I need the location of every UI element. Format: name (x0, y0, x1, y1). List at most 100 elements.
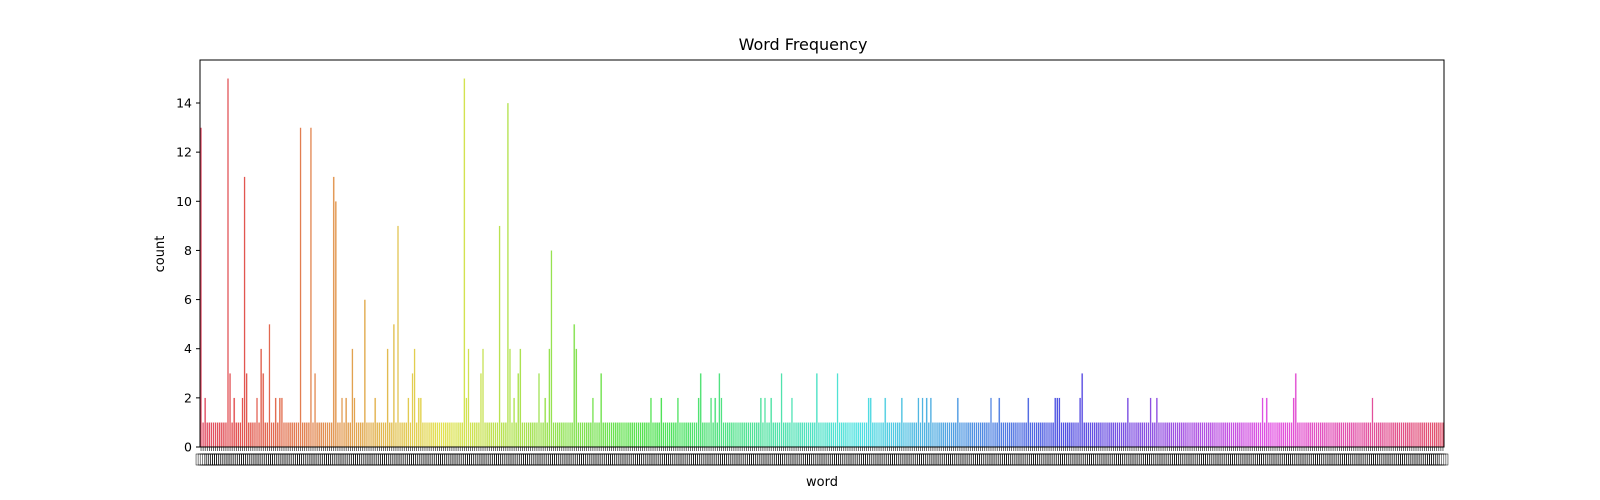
bar (359, 422, 362, 448)
bar (392, 323, 395, 448)
bar (772, 422, 775, 448)
bar (498, 225, 501, 448)
bar (755, 422, 758, 448)
bar (616, 422, 619, 448)
bar (766, 422, 769, 448)
bar (423, 422, 426, 448)
bar (1006, 422, 1009, 448)
bar (488, 422, 491, 448)
bar (1388, 422, 1391, 448)
bar (1319, 422, 1322, 448)
bar (1325, 422, 1328, 448)
bar (237, 422, 240, 448)
plot-frame (199, 59, 1445, 448)
bar (1404, 422, 1407, 448)
bar (965, 422, 968, 448)
bar (793, 422, 795, 448)
bar (807, 422, 810, 448)
bar (1126, 397, 1129, 448)
bar (635, 422, 638, 448)
bar (1301, 422, 1303, 448)
bar (1083, 422, 1086, 448)
bar (1110, 422, 1113, 448)
bar (685, 422, 688, 448)
bar (1054, 397, 1057, 448)
bar (1035, 422, 1038, 448)
y-axis-label: count (153, 236, 168, 273)
bar (432, 422, 435, 448)
bar (1000, 422, 1003, 448)
bar (1327, 422, 1330, 448)
bar (1157, 422, 1160, 448)
bar (1276, 422, 1279, 448)
bar (1238, 422, 1241, 448)
bar (546, 422, 549, 448)
bar (469, 422, 472, 448)
bar (875, 422, 878, 448)
bar (1033, 422, 1036, 448)
bar (229, 373, 232, 448)
bar (591, 397, 594, 448)
bar (1155, 397, 1158, 448)
bar (782, 422, 785, 448)
bar (776, 422, 779, 448)
bar (511, 422, 514, 448)
bar (1182, 422, 1185, 448)
bar (1269, 422, 1272, 448)
bar (222, 422, 225, 448)
bar (1379, 422, 1382, 448)
bar (1317, 422, 1320, 448)
bar (666, 422, 669, 448)
bar (1282, 422, 1285, 448)
bar (1398, 422, 1401, 448)
bar (426, 422, 429, 448)
bar (272, 422, 275, 448)
bar (569, 422, 572, 448)
bar (1356, 422, 1359, 448)
bar (1170, 422, 1173, 448)
bar (861, 422, 864, 448)
bar (1363, 422, 1366, 448)
bar (743, 422, 746, 448)
bar (202, 422, 205, 448)
bar (1041, 422, 1044, 448)
bar (604, 422, 607, 448)
bar (598, 422, 601, 448)
bar (687, 422, 690, 448)
bar (1251, 422, 1254, 448)
bar (693, 422, 696, 448)
bar (444, 422, 447, 448)
bar (896, 422, 899, 448)
y-tick-label: 4 (184, 341, 192, 356)
bar (1410, 422, 1413, 448)
bar (705, 422, 708, 448)
bar (1242, 422, 1245, 448)
bar (1072, 422, 1075, 448)
bar (382, 422, 385, 448)
bar (399, 422, 402, 448)
bar (262, 373, 265, 448)
y-tick-label: 6 (184, 292, 192, 307)
bar (1151, 422, 1154, 448)
bar (473, 422, 476, 448)
bar (434, 422, 437, 448)
bar (1336, 422, 1339, 448)
bar (484, 422, 487, 448)
bar (343, 422, 346, 448)
bar (218, 422, 221, 448)
bar (1271, 422, 1274, 448)
bar (388, 422, 391, 448)
bar (264, 422, 267, 448)
bar (1439, 422, 1442, 448)
bar (506, 102, 509, 448)
bar (1077, 422, 1080, 448)
bar (1259, 422, 1262, 448)
y-axis: 0 2 4 6 8 10 12 14 (176, 96, 200, 455)
bar (256, 397, 259, 448)
bar (1350, 422, 1353, 448)
bar (430, 422, 433, 448)
bar (1045, 422, 1048, 448)
bar (1120, 422, 1123, 448)
bar (1400, 422, 1403, 448)
